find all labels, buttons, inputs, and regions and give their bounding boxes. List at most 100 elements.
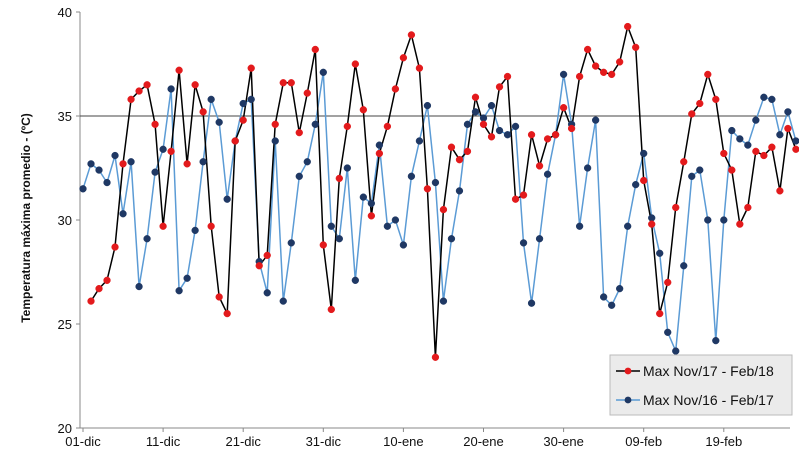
- data-point: [431, 178, 440, 187]
- data-point: [375, 141, 384, 149]
- data-point: [616, 58, 624, 66]
- data-point: [495, 83, 504, 91]
- data-point: [263, 289, 271, 297]
- data-point: [471, 108, 480, 116]
- data-point: [311, 120, 319, 128]
- data-point: [327, 305, 335, 314]
- data-point: [664, 278, 672, 287]
- data-point: [167, 147, 175, 156]
- x-tick-label: 21-dic: [225, 434, 261, 449]
- data-point: [119, 210, 127, 218]
- data-point: [143, 235, 151, 243]
- data-point: [103, 276, 111, 284]
- data-point: [111, 151, 119, 160]
- data-point: [752, 116, 760, 124]
- x-tick-label: 31-dic: [306, 434, 342, 449]
- data-point: [720, 216, 728, 224]
- data-point: [191, 226, 199, 235]
- data-point: [399, 54, 408, 62]
- data-point: [736, 135, 744, 143]
- data-point: [664, 328, 672, 336]
- data-point: [776, 187, 784, 195]
- data-point: [239, 99, 247, 108]
- legend-marker: [624, 396, 632, 404]
- data-point: [207, 95, 215, 104]
- data-point: [223, 309, 231, 318]
- data-point: [792, 137, 799, 145]
- data-point: [119, 160, 127, 168]
- data-point: [616, 284, 624, 293]
- data-point: [439, 205, 448, 214]
- data-point: [135, 87, 143, 95]
- y-tick-label: 30: [58, 213, 72, 228]
- data-point: [688, 110, 696, 118]
- data-point: [183, 160, 191, 168]
- data-point: [455, 187, 464, 195]
- data-point: [551, 131, 560, 139]
- data-point: [511, 122, 520, 131]
- data-point: [335, 174, 343, 183]
- data-point: [239, 116, 247, 124]
- data-point: [784, 124, 792, 133]
- data-point: [463, 120, 472, 128]
- data-point: [383, 122, 392, 131]
- data-point: [672, 203, 680, 212]
- data-point: [487, 133, 496, 141]
- data-point: [431, 353, 440, 361]
- data-point: [696, 166, 704, 174]
- data-point: [583, 164, 592, 172]
- data-point: [175, 287, 183, 295]
- data-point: [455, 156, 464, 164]
- data-point: [295, 128, 303, 137]
- data-point: [575, 72, 584, 81]
- data-point: [479, 114, 488, 122]
- data-point: [407, 172, 416, 180]
- data-point: [167, 85, 175, 93]
- x-tick-label: 20-ene: [463, 434, 503, 449]
- data-point: [768, 143, 776, 151]
- data-point: [287, 239, 295, 247]
- data-point: [672, 347, 680, 355]
- data-point: [255, 262, 263, 270]
- data-point: [744, 141, 752, 149]
- data-point: [567, 124, 576, 133]
- data-point: [335, 235, 343, 243]
- data-point: [728, 126, 736, 135]
- series-line-1: [82, 72, 797, 352]
- data-point: [367, 212, 376, 220]
- data-point: [87, 160, 95, 168]
- data-point: [704, 70, 712, 79]
- data-point: [287, 79, 295, 87]
- data-point: [712, 95, 720, 104]
- data-point: [79, 185, 87, 193]
- data-point: [720, 149, 728, 158]
- data-point: [351, 60, 359, 68]
- legend-label: Max Nov/16 - Feb/17: [643, 392, 774, 408]
- data-point: [383, 222, 392, 230]
- data-point: [263, 251, 271, 260]
- data-point: [319, 241, 327, 249]
- data-point: [223, 195, 231, 203]
- data-point: [784, 108, 792, 116]
- data-point: [656, 249, 664, 257]
- data-point: [343, 164, 351, 172]
- data-point: [632, 43, 640, 52]
- data-point: [303, 158, 311, 166]
- data-point: [439, 297, 448, 305]
- data-point: [191, 81, 199, 89]
- data-point: [111, 243, 119, 251]
- data-point: [271, 120, 279, 128]
- y-tick-label: 35: [58, 109, 72, 124]
- x-tick-label: 01-dic: [65, 434, 101, 449]
- data-point: [704, 216, 712, 224]
- y-tick-label: 20: [58, 421, 72, 436]
- data-point: [624, 222, 632, 230]
- data-point: [656, 309, 664, 318]
- y-axis-label: Temperatura máxima promedio - (ºC): [19, 113, 33, 323]
- data-point: [279, 79, 287, 87]
- data-point: [648, 214, 656, 222]
- data-point: [768, 95, 776, 104]
- data-point: [463, 147, 472, 156]
- data-point: [479, 120, 488, 128]
- data-point: [95, 166, 103, 174]
